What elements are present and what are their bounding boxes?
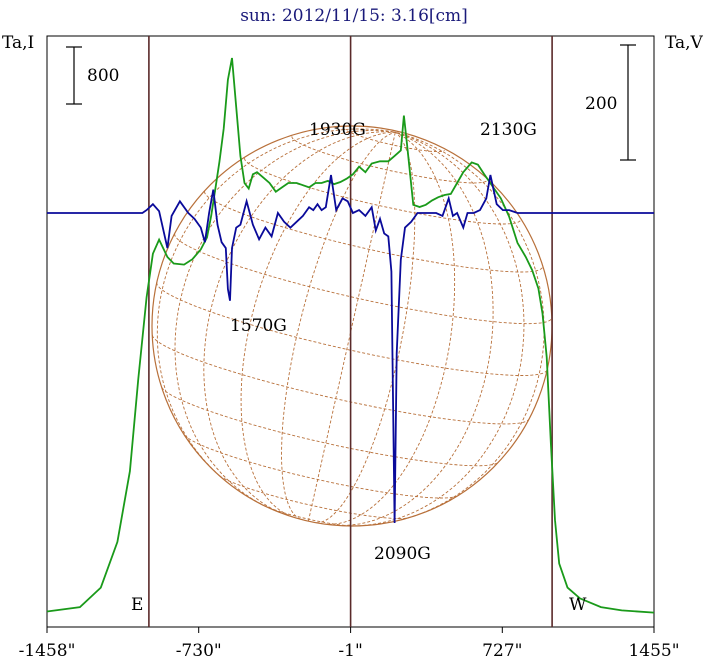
x-axis-ticks: -1458" -730" -1" 727" 1455" [19, 627, 680, 661]
parallel-line [174, 233, 553, 325]
meridian-line [240, 131, 396, 518]
heliographic-grid [151, 127, 553, 527]
left-scale-bar: 800 [66, 46, 119, 105]
meridian-line [156, 128, 396, 483]
meridian-line [316, 131, 416, 524]
annotation-2090g: 2090G [374, 544, 431, 564]
x-tick-label: -1458" [19, 641, 76, 661]
annotation-1930g: 1930G [309, 120, 366, 140]
annotation-2130g: 2130G [480, 120, 537, 140]
intensity-curve [46, 57, 655, 614]
meridian-line [203, 131, 396, 514]
solar-disk [151, 125, 553, 527]
right-scale-bar: 200 [585, 44, 636, 161]
x-tick-label: 1455" [628, 641, 679, 661]
left-axis-label: Ta,I [2, 33, 34, 53]
meridian-line [337, 131, 494, 526]
meridian-line [395, 131, 545, 521]
right-axis-label: Ta,V [665, 33, 704, 53]
reference-lines [148, 36, 553, 627]
meridian-line [174, 130, 396, 507]
x-tick-label: -730" [176, 641, 222, 661]
x-tick-label: 727" [482, 641, 522, 661]
x-tick-label: -1" [338, 641, 362, 661]
chart-title: sun: 2012/11/15: 3.16[cm] [240, 6, 468, 26]
parallel-line [161, 387, 499, 467]
west-label: W [569, 595, 587, 615]
left-scale-label: 800 [87, 66, 119, 86]
meridian-line [353, 131, 525, 527]
polarization-curve [47, 174, 654, 524]
meridian-line [323, 131, 456, 525]
meridian-line [307, 132, 396, 522]
east-label: E [131, 595, 143, 615]
annotation-1570g: 1570G [230, 316, 287, 336]
meridian-line [281, 131, 396, 520]
right-scale-label: 200 [585, 94, 617, 114]
